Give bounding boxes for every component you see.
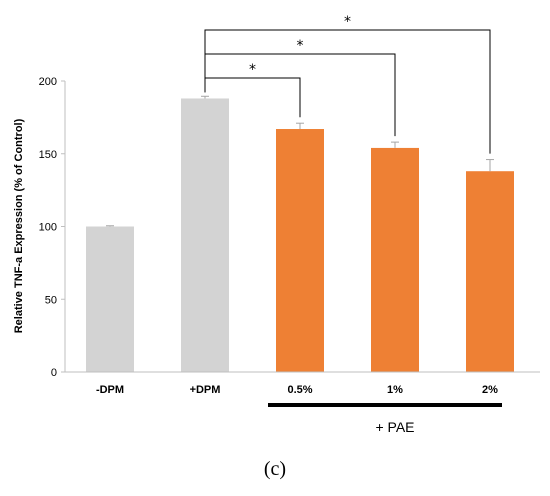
bar (371, 147, 419, 372)
y-tick-label: 200 (39, 76, 57, 88)
x-tick-label: -DPM (96, 384, 124, 396)
bar (86, 226, 134, 372)
x-axis-labels: -DPM +DPM 0.5% 1% 2% (96, 384, 498, 396)
group-label: + PAE (375, 419, 414, 435)
significance-bracket (204, 29, 491, 154)
significance-star: * (344, 14, 351, 30)
y-tick-label: 50 (45, 294, 57, 306)
x-tick-label: +DPM (190, 384, 221, 396)
bar (466, 171, 514, 372)
bar (276, 129, 324, 372)
y-tick-label: 100 (39, 222, 57, 234)
significance-star: * (297, 38, 304, 54)
x-tick-label: 2% (482, 384, 498, 396)
significance-brackets: * * * (204, 14, 491, 154)
y-tick-label: 0 (51, 367, 57, 379)
significance-star: * (249, 62, 256, 78)
bar (181, 98, 229, 373)
x-tick-label: 1% (387, 384, 403, 396)
x-tick-label: 0.5% (287, 384, 312, 396)
bars (86, 95, 514, 373)
y-axis: 0 50 100 150 200 (39, 76, 540, 379)
panel-label: (c) (264, 458, 286, 480)
y-axis-label: Relative TNF-a Expression (% of Control) (13, 118, 25, 333)
y-tick-label: 150 (39, 149, 57, 161)
